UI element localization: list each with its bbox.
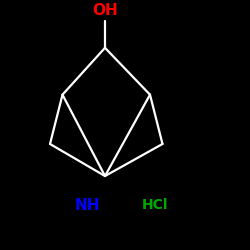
Text: HCl: HCl [142,198,168,212]
Text: OH: OH [92,3,118,18]
Text: NH: NH [75,198,100,213]
